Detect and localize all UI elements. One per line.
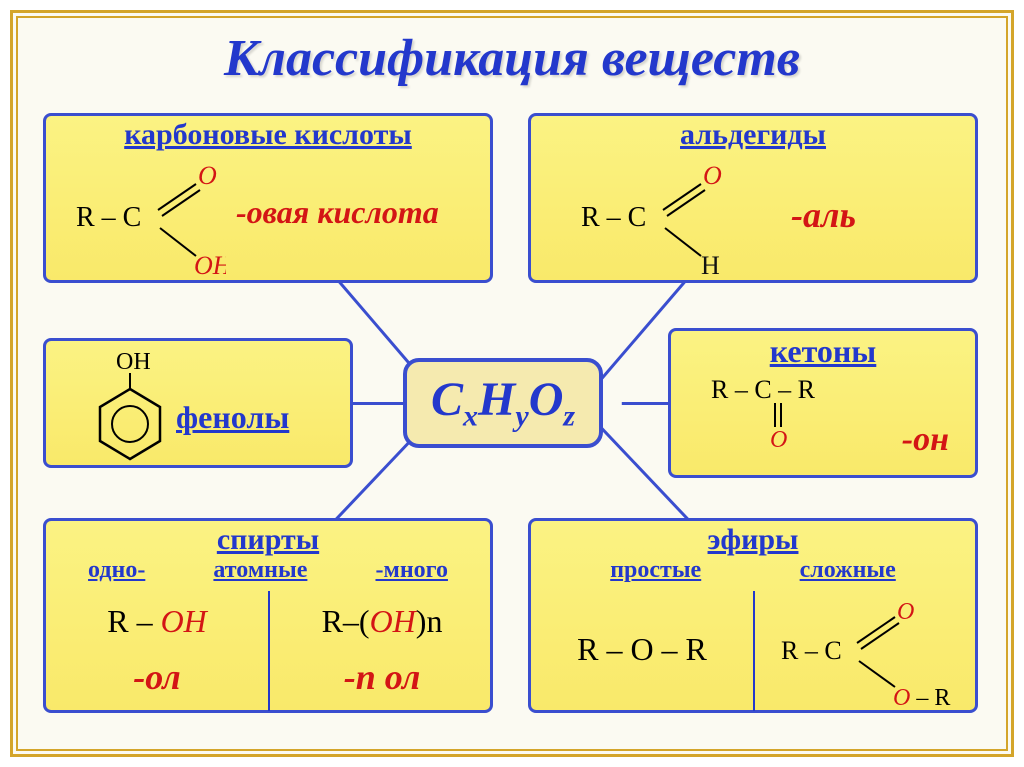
card-carboxylic: карбоновые кислоты R – C O OH -овая кисл… — [43, 113, 493, 283]
struct-carboxylic: R – C O OH — [66, 156, 226, 276]
svg-text:O: O — [703, 161, 722, 190]
header-ethers: эфиры — [531, 521, 975, 557]
alc-right-suffix: -n ол — [272, 656, 492, 698]
eth-left-col: R – O – R — [531, 631, 753, 668]
alc-left-col: R – OH -ол — [46, 603, 268, 698]
svg-text:R – C: R – C — [76, 202, 141, 233]
alc-sub-mid: атомные — [213, 557, 307, 584]
center-formula-box: CxHyOz — [403, 358, 603, 448]
alc-right-col: R–(OH)n -n ол — [272, 603, 492, 698]
alc-divider — [268, 591, 270, 711]
struct-ketones-bond: O — [764, 403, 794, 453]
struct-ester: R – C O O – R — [771, 593, 971, 711]
alcohols-subheader: одно- атомные -много — [46, 557, 490, 584]
card-phenols: OH фенолы — [43, 338, 353, 468]
card-alcohols: спирты одно- атомные -много R – OH -ол R… — [43, 518, 493, 713]
svg-text:O: O — [770, 427, 787, 453]
eth-sub-left: простые — [610, 557, 701, 584]
suffix-aldehydes: -аль — [791, 194, 856, 236]
struct-ketones: R – C – R — [711, 375, 815, 405]
struct-phenols: OH — [64, 349, 174, 467]
card-ketones: кетоны R – C – R O -он — [668, 328, 978, 478]
alc-left-suffix: -ол — [46, 656, 268, 698]
outer-frame: Классификация веществ CxHyOz карбоновые … — [10, 10, 1014, 757]
alc-sub-left: одно- — [88, 557, 145, 584]
eth-sub-right: сложные — [800, 557, 896, 584]
svg-text:R – C: R – C — [781, 636, 842, 665]
center-formula: CxHyOz — [431, 373, 575, 426]
card-ethers: эфиры простые сложные R – O – R R – C O … — [528, 518, 978, 713]
svg-text:O – R: O – R — [893, 685, 950, 711]
svg-text:OH: OH — [194, 251, 226, 276]
suffix-carboxylic: -овая кислота — [236, 194, 439, 231]
page-title: Классификация веществ — [23, 29, 1001, 88]
card-aldehydes: альдегиды R – C O H -аль — [528, 113, 978, 283]
header-alcohols: спирты — [46, 521, 490, 557]
eth-divider — [753, 591, 755, 711]
header-aldehydes: альдегиды — [531, 116, 975, 152]
suffix-ketones: -он — [902, 421, 949, 459]
header-carboxylic: карбоновые кислоты — [46, 116, 490, 152]
header-ketones: кетоны — [671, 331, 975, 370]
svg-text:R – C: R – C — [581, 202, 646, 233]
svg-text:O: O — [198, 161, 217, 190]
header-phenols: фенолы — [176, 397, 289, 436]
svg-text:OH: OH — [116, 349, 151, 375]
svg-text:O: O — [897, 599, 914, 625]
svg-text:H: H — [701, 251, 720, 276]
content-area: Классификация веществ CxHyOz карбоновые … — [23, 23, 1001, 744]
ethers-subheader: простые сложные — [531, 557, 975, 584]
struct-aldehydes: R – C O H — [571, 156, 731, 276]
alc-sub-right: -много — [375, 557, 447, 584]
